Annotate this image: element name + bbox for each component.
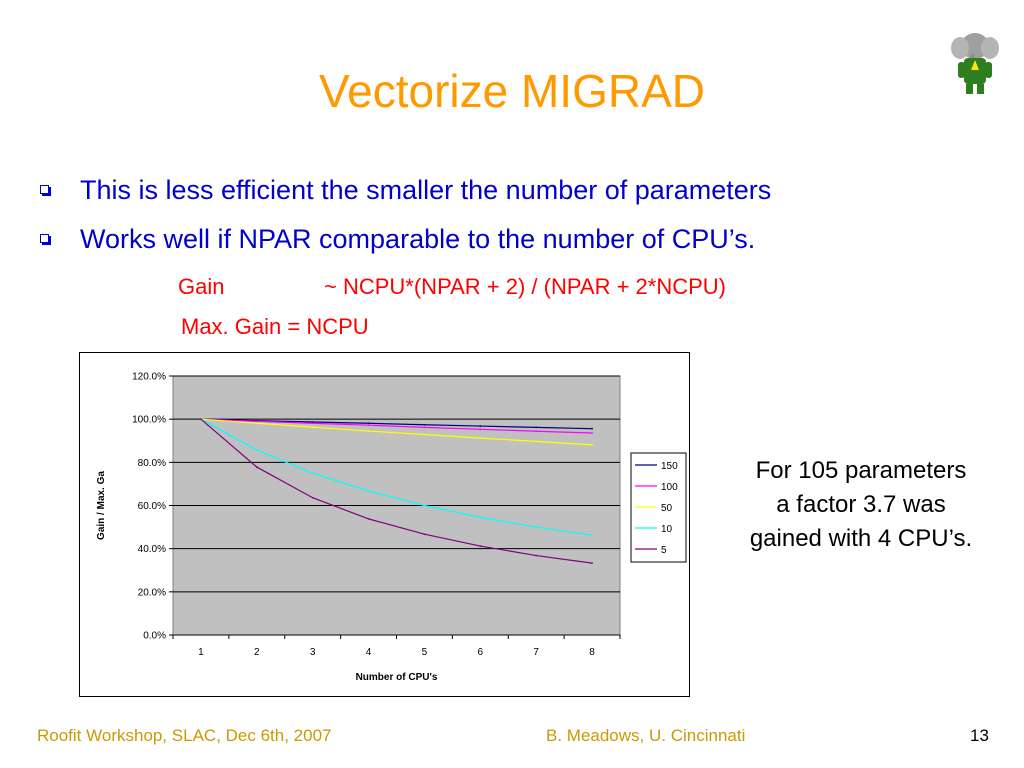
series-point-10	[535, 526, 538, 528]
x-tick-label: 2	[254, 647, 260, 658]
y-tick-label: 0.0%	[143, 631, 166, 642]
series-point-100	[479, 428, 482, 431]
series-line-50	[200, 418, 593, 446]
y-tick-label: 40.0%	[138, 544, 166, 555]
series-point-5	[367, 517, 370, 520]
series-line-150	[200, 418, 593, 430]
series-point-10	[423, 504, 426, 507]
formula-expression: ~ NCPU*(NPAR + 2) / (NPAR + 2*NCPU)	[324, 274, 726, 299]
y-tick-label: 120.0%	[132, 372, 166, 383]
series-point-5	[200, 418, 202, 421]
series-point-5	[255, 466, 258, 468]
series-point-10	[311, 472, 314, 475]
x-tick-label: 3	[310, 647, 316, 658]
footer-author: B. Meadows, U. Cincinnati	[546, 726, 746, 745]
bullet-2-text: Works well if NPAR comparable to the num…	[80, 224, 756, 254]
max-gain-text: Max. Gain = NCPU	[181, 314, 369, 339]
x-tick-label: 1	[198, 647, 204, 658]
legend-label-10: 10	[661, 524, 673, 535]
x-tick-label: 6	[478, 647, 484, 658]
series-point-100	[591, 432, 593, 434]
y-tick-label: 20.0%	[138, 587, 166, 598]
footer-event: Roofit Workshop, SLAC, Dec 6th, 2007	[37, 726, 332, 745]
x-tick-label: 7	[533, 647, 539, 658]
series-point-100	[255, 420, 258, 423]
side-note-line-2: a factor 3.7 was	[776, 491, 946, 518]
series-point-10	[367, 490, 370, 492]
gain-chart: 0.0% 20.0% 40.0% 60.0% 80.0% 100.0% 120.0% 1 2 3 4…	[79, 352, 690, 697]
x-axis-label: Number of CPU's	[356, 672, 438, 683]
bullet-square-icon	[40, 185, 49, 194]
x-tick-label: 4	[366, 647, 372, 658]
bullet-1-text: This is less efficient the smaller the n…	[80, 175, 772, 205]
y-tick-label: 60.0%	[138, 501, 166, 512]
series-point-150	[479, 425, 482, 427]
side-note-line-1: For 105 parameters	[755, 457, 967, 484]
series-point-100	[367, 424, 370, 427]
series-point-50	[423, 433, 426, 436]
x-tick-label: 5	[422, 647, 428, 658]
slide-title: Vectorize MIGRAD	[319, 65, 705, 117]
series-point-150	[311, 421, 314, 423]
series-point-150	[535, 426, 538, 429]
series-line-100	[200, 418, 593, 434]
legend-label-150: 150	[661, 461, 678, 472]
gain-chart-svg: 0.0% 20.0% 40.0% 60.0% 80.0% 100.0% 120.0% 1 2 3 4…	[96, 372, 687, 683]
series-point-50	[255, 422, 258, 425]
elephant-logo-icon	[951, 33, 999, 94]
series-point-50	[591, 443, 593, 446]
series-point-150	[367, 422, 370, 425]
series-point-5	[423, 533, 426, 536]
side-note-line-3: gained with 4 CPU’s.	[749, 525, 973, 552]
formula-label: Gain	[178, 274, 225, 299]
series-point-50	[311, 426, 314, 429]
series-point-100	[311, 422, 314, 425]
bullet-square-icon	[40, 234, 49, 243]
series-point-50	[367, 430, 370, 432]
x-tick-label: 8	[589, 647, 595, 658]
series-point-10	[479, 516, 482, 519]
series-point-50	[479, 437, 482, 440]
series-line-10	[200, 418, 593, 536]
legend-label-5: 5	[661, 545, 667, 556]
series-point-5	[479, 545, 482, 547]
series-point-5	[535, 554, 538, 557]
y-tick-label: 100.0%	[132, 415, 166, 426]
series-point-150	[591, 427, 593, 430]
side-note: For 105 parameters a factor 3.7 was gain…	[716, 454, 1006, 556]
series-point-10	[591, 534, 593, 537]
series-point-150	[423, 423, 426, 426]
y-axis-label: Gain / Max. Ga	[96, 471, 107, 540]
series-line-5	[200, 418, 593, 564]
series-point-5	[311, 496, 314, 499]
page-number: 13	[970, 726, 989, 745]
legend-label-100: 100	[661, 482, 678, 493]
y-tick-label: 80.0%	[138, 458, 166, 469]
series-point-100	[535, 430, 538, 433]
series-point-10	[255, 449, 258, 451]
series-point-50	[535, 440, 538, 443]
series-point-5	[591, 562, 593, 565]
legend-label-50: 50	[661, 503, 673, 514]
series-point-100	[423, 426, 426, 429]
